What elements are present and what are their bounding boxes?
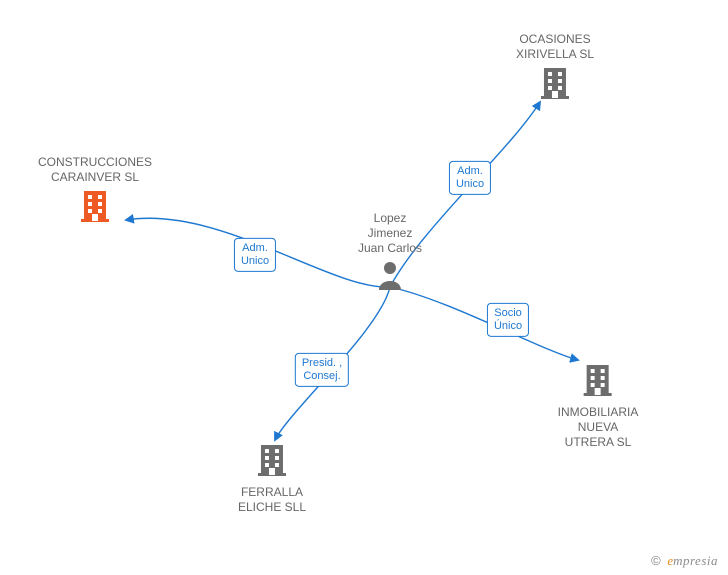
company-node-ferralla: FERRALLA ELICHE SLL: [238, 443, 306, 515]
company-label: FERRALLA ELICHE SLL: [238, 485, 306, 515]
edge-inmobiliaria: [390, 287, 578, 360]
company-label: OCASIONES XIRIVELLA SL: [516, 32, 594, 62]
building-icon: [538, 66, 572, 104]
company-label: CONSTRUCCIONES CARAINVER SL: [38, 155, 152, 185]
person-icon: [358, 260, 422, 294]
watermark: © empresia: [651, 553, 718, 569]
building-icon: [255, 443, 289, 481]
building-icon: [581, 363, 615, 401]
company-node-construcciones: CONSTRUCCIONES CARAINVER SL: [38, 155, 152, 227]
company-node-inmobiliaria: INMOBILIARIA NUEVA UTRERA SL: [558, 363, 639, 450]
building-icon: [78, 189, 112, 227]
edge-label-inmobiliaria: Socio Único: [487, 303, 529, 337]
center-person-label: Lopez Jimenez Juan Carlos: [358, 211, 422, 256]
company-label: INMOBILIARIA NUEVA UTRERA SL: [558, 405, 639, 450]
copyright-symbol: ©: [651, 553, 661, 568]
edge-label-construcciones: Adm. Unico: [234, 238, 276, 272]
edge-label-ferralla: Presid. , Consej.: [295, 353, 349, 387]
company-node-ocasiones: OCASIONES XIRIVELLA SL: [516, 32, 594, 104]
network-diagram: Lopez Jimenez Juan Carlos CONSTRUCCIONES…: [0, 0, 728, 575]
center-person-node: Lopez Jimenez Juan Carlos: [358, 211, 422, 294]
edge-label-ocasiones: Adm. Unico: [449, 161, 491, 195]
brand-rest: mpresia: [673, 553, 718, 568]
